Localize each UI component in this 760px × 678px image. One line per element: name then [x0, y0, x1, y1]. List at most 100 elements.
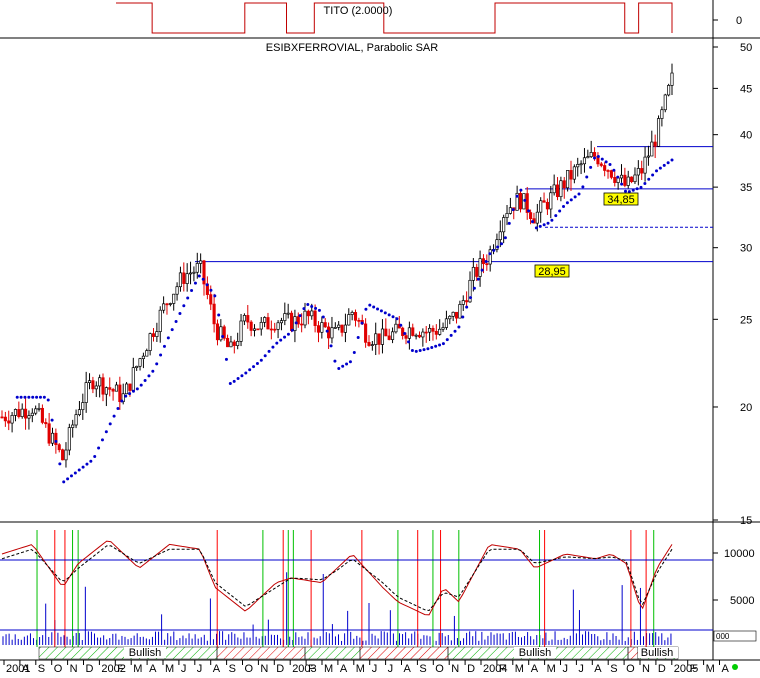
sar-dot-160	[635, 187, 639, 191]
sar-dot-30	[131, 389, 135, 393]
sar-dot-140	[558, 209, 562, 213]
sar-dot-57	[236, 377, 240, 381]
price-ylabel-30: 30	[740, 243, 752, 255]
x-label-27: O	[435, 663, 444, 675]
sar-dot-164	[651, 173, 655, 177]
x-label-8: M	[133, 663, 142, 675]
sar-dot-34	[147, 374, 151, 378]
x-label-10: M	[165, 663, 174, 675]
candle-body-149	[502, 217, 506, 233]
candle-body-5	[17, 409, 21, 417]
sar-dot-43	[182, 304, 186, 308]
price-panel: ESIBXFERROVIAL, Parabolic SAR 15 20 25 30 35…	[0, 38, 752, 527]
candle-body-50	[168, 303, 172, 305]
candle-body-26	[87, 380, 92, 383]
candle-body-184	[619, 174, 624, 179]
sar-dot-54	[224, 357, 228, 361]
sar-dot-90	[364, 307, 368, 311]
candle-body-138	[465, 300, 469, 303]
candle-body-147	[495, 239, 499, 250]
x-label-30: 2004	[483, 663, 507, 675]
sar-dot-146	[581, 185, 585, 189]
sar-dot-137	[546, 221, 550, 225]
sar-dot-114	[457, 325, 461, 329]
sar-dot-22	[100, 438, 104, 442]
candle-body-180	[606, 170, 610, 172]
sar-dot-68	[279, 338, 283, 342]
candle-body-70	[236, 341, 240, 346]
candle-body-0	[0, 416, 4, 419]
candle-body-78	[263, 317, 267, 323]
x-label-3: O	[54, 663, 63, 675]
candle-body-83	[279, 320, 283, 324]
candle-body-16	[54, 432, 58, 446]
sar-dot-65	[267, 349, 271, 353]
candle-body-67	[226, 337, 230, 348]
candle-body-190	[640, 168, 644, 174]
sar-dot-95	[383, 311, 387, 315]
x-label-16: N	[260, 663, 268, 675]
candle-body-156	[525, 193, 529, 213]
sar-dot-144	[573, 195, 577, 199]
candle-body-37	[125, 383, 129, 395]
sar-dot-87	[352, 350, 356, 354]
x-label-28: N	[451, 663, 459, 675]
x-label-7: F	[117, 663, 124, 675]
osc-small-label: 000	[716, 632, 730, 641]
candle-body-151	[508, 207, 512, 214]
level-label-2-text: 34,85	[607, 194, 635, 206]
candle-body-27	[91, 380, 95, 390]
sar-dot-129	[515, 194, 519, 198]
x-label-11: J	[181, 663, 187, 675]
price-ylabel-35: 35	[740, 182, 752, 194]
signal-line	[1, 545, 673, 612]
candle-body-34	[114, 384, 119, 392]
sar-dot-161	[639, 185, 643, 189]
osc-ylabel-10000: 10000	[724, 548, 755, 560]
candle-body-86	[289, 312, 294, 331]
x-label-9: A	[149, 663, 157, 675]
sar-dot-21	[97, 446, 101, 450]
candle-body-130	[438, 328, 442, 335]
sar-dot-2	[23, 395, 27, 399]
candle-body-95	[320, 322, 324, 333]
price-ylabel-15: 15	[740, 515, 752, 527]
candle-body-17	[57, 444, 61, 451]
sar-dot-52	[217, 313, 221, 317]
candle-body-15	[50, 432, 55, 444]
sar-dot-56	[232, 379, 236, 383]
candle-body-91	[306, 310, 310, 317]
candle-body-49	[165, 303, 169, 306]
sar-dot-48	[201, 277, 205, 281]
candle-body-162	[545, 201, 549, 210]
candle-body-76	[256, 328, 260, 331]
sar-dot-128	[511, 208, 515, 212]
x-label-6: 2002	[101, 663, 125, 675]
candle-body-140	[471, 266, 475, 281]
sar-dot-139	[554, 214, 558, 218]
sar-dot-81	[329, 344, 333, 348]
candle-body-181	[609, 170, 613, 178]
regime-band: Bullish Bullish Bullish	[38, 646, 679, 660]
candle-body-168	[566, 170, 570, 189]
sar-dot-107	[430, 346, 434, 350]
x-label-14: S	[229, 663, 236, 675]
x-label-41: D	[658, 663, 666, 675]
candle-body-38	[128, 383, 132, 391]
sar-dot-166	[658, 166, 662, 170]
candle-body-92	[310, 310, 314, 317]
candle-body-22	[74, 414, 78, 426]
oscillator-lines	[1, 540, 673, 616]
candle-body-148	[498, 231, 502, 241]
x-label-0: 2001	[6, 663, 30, 675]
candle-body-44	[148, 333, 152, 351]
tito-panel: TITO (2.0000) 0	[116, 0, 742, 38]
candle-body-105	[353, 312, 358, 321]
candle-body-124	[417, 334, 422, 338]
sar-dot-130	[519, 188, 523, 192]
sar-dot-84	[341, 364, 345, 368]
sar-dot-145	[577, 192, 581, 196]
sar-dot-8	[46, 398, 50, 402]
price-title: ESIBXFERROVIAL, Parabolic SAR	[266, 42, 438, 54]
